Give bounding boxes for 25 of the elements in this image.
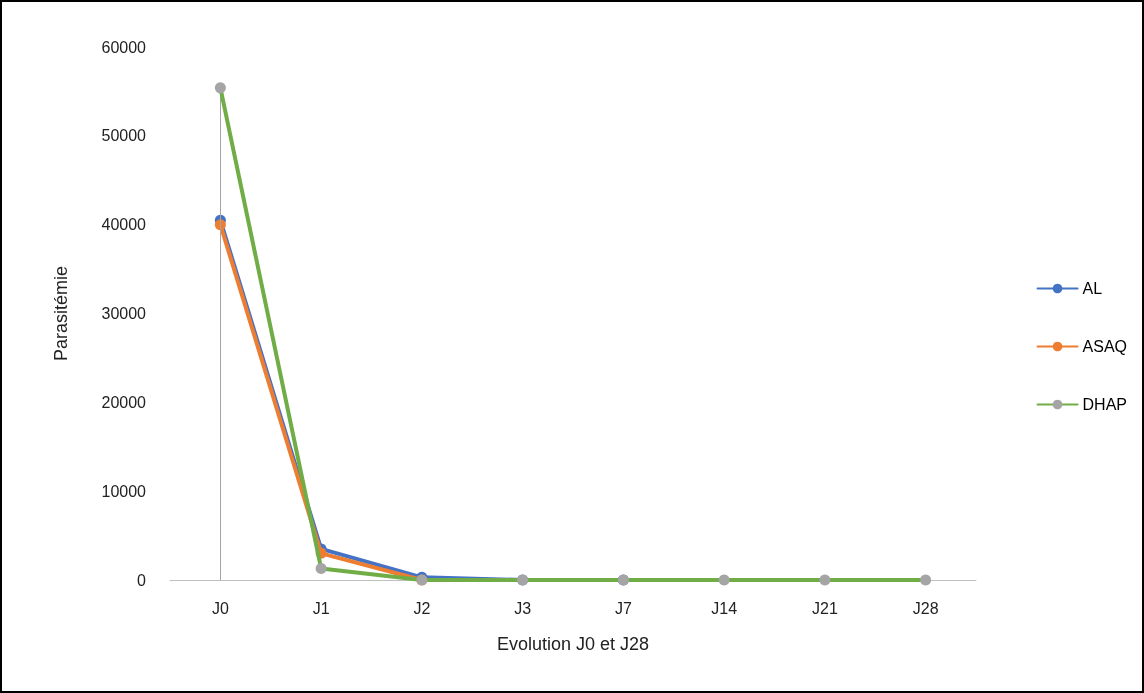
x-tick-label: J1 <box>312 599 330 617</box>
x-tick-label: J2 <box>413 599 431 617</box>
x-tick-label: J21 <box>811 599 838 617</box>
x-tick-label: J14 <box>711 599 738 617</box>
x-tick-label: J0 <box>211 599 229 617</box>
y-tick-label: 40000 <box>101 216 147 234</box>
x-tick-label: J3 <box>514 599 532 617</box>
point <box>920 574 932 586</box>
x-tick-label: J28 <box>912 599 939 617</box>
legend-label: AL <box>1082 280 1103 297</box>
x-tick-label: J7 <box>614 599 632 617</box>
point <box>718 574 730 586</box>
x-axis-title: Evolution J0 et J28 <box>496 634 650 654</box>
y-axis-title: Parasitémie <box>51 265 71 362</box>
legend-label: DHAP <box>1082 396 1127 413</box>
y-tick-label: 60000 <box>101 38 147 56</box>
y-tick-label: 10000 <box>101 482 147 500</box>
y-tick-label: 0 <box>137 571 147 589</box>
point <box>214 82 226 94</box>
y-tick-label: 20000 <box>101 393 147 411</box>
y-tick-label: 50000 <box>101 127 147 145</box>
point <box>315 562 327 574</box>
legend-label: ASAQ <box>1082 338 1128 355</box>
y-tick-label: 30000 <box>101 305 147 322</box>
point <box>819 574 831 586</box>
